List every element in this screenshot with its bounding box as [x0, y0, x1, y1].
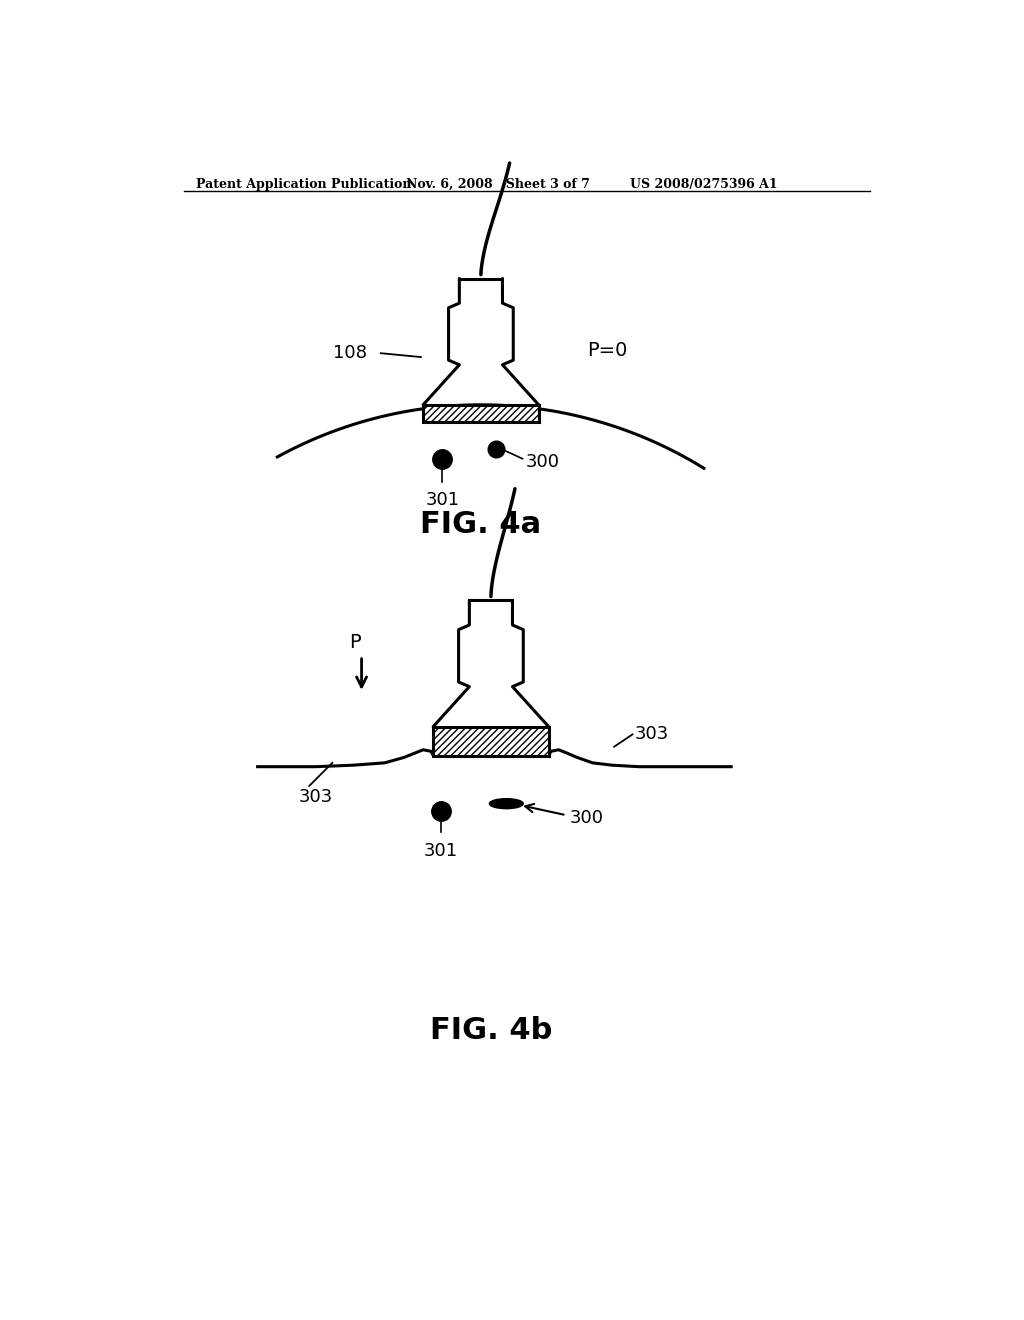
Text: P=0: P=0: [587, 342, 628, 360]
Text: 300: 300: [569, 809, 603, 826]
Text: FIG. 4b: FIG. 4b: [430, 1015, 552, 1044]
Text: 108: 108: [333, 345, 367, 362]
Text: Patent Application Publication: Patent Application Publication: [196, 178, 412, 190]
Text: 301: 301: [424, 842, 458, 861]
Text: 301: 301: [425, 491, 460, 510]
Bar: [433, 726, 549, 756]
Text: P: P: [349, 634, 361, 652]
Ellipse shape: [489, 799, 523, 809]
Text: 300: 300: [525, 453, 559, 471]
Text: US 2008/0275396 A1: US 2008/0275396 A1: [630, 178, 777, 190]
Text: Nov. 6, 2008   Sheet 3 of 7: Nov. 6, 2008 Sheet 3 of 7: [407, 178, 590, 190]
Text: 303: 303: [635, 726, 669, 743]
Bar: [423, 405, 539, 422]
Text: 303: 303: [298, 788, 333, 807]
Text: FIG. 4a: FIG. 4a: [420, 510, 542, 539]
